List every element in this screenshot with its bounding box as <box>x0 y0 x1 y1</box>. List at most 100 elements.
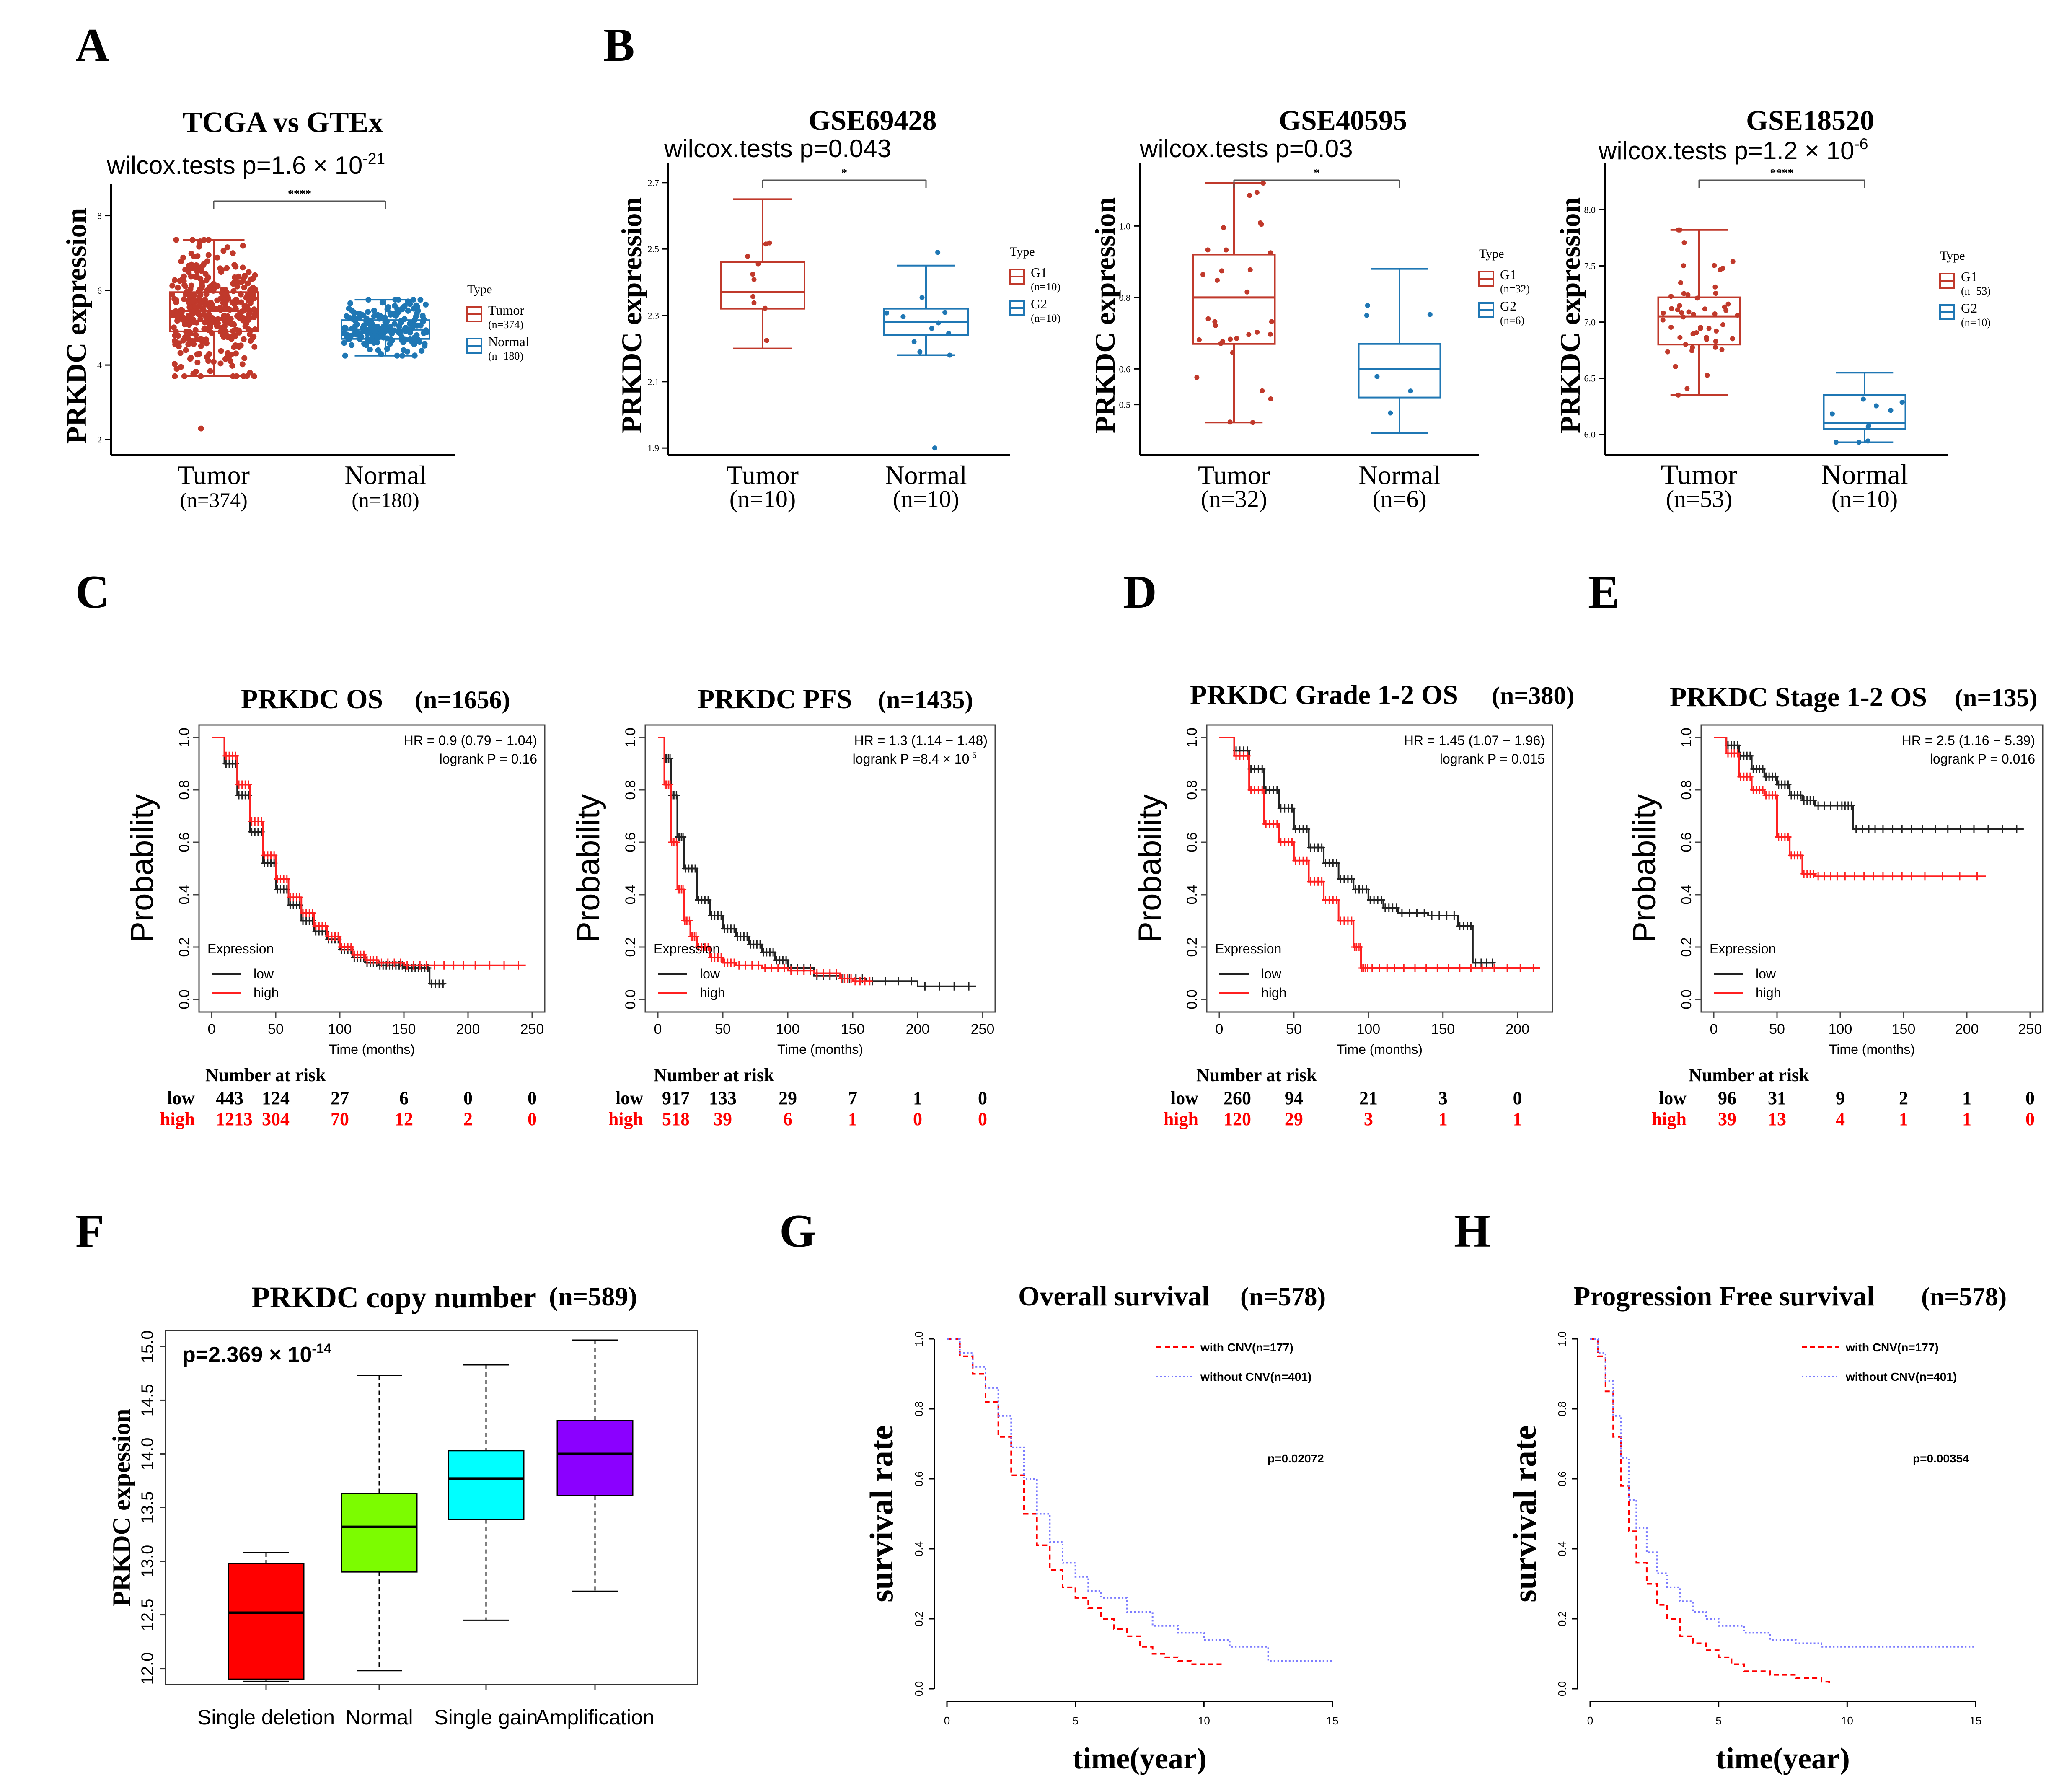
data-point <box>357 336 363 342</box>
data-point <box>245 280 251 287</box>
chart-title: PRKDC copy number <box>251 1281 536 1314</box>
x-category-n: (n=32) <box>1201 485 1267 513</box>
data-point <box>1691 312 1696 317</box>
x-category-label: Tumor <box>727 460 799 490</box>
data-point <box>198 373 204 379</box>
y-tick-label: 0.4 <box>623 885 639 904</box>
p-value-exponent: -14 <box>312 1341 331 1356</box>
data-point <box>241 373 247 379</box>
risk-high-value: 6 <box>783 1109 792 1129</box>
data-point <box>225 350 231 356</box>
y-tick-label: 0.0 <box>623 989 639 1009</box>
x-tick-label: 100 <box>1356 1021 1380 1037</box>
data-point <box>205 274 211 281</box>
data-point <box>392 297 398 303</box>
data-point <box>251 344 258 350</box>
censor-mark <box>748 961 755 970</box>
chart-title: GSE69428 <box>808 104 936 136</box>
x-tick-label: 0 <box>944 1714 950 1727</box>
data-point <box>342 352 348 359</box>
significance-stars: * <box>841 167 847 180</box>
data-point <box>185 341 191 347</box>
x-tick-label: 200 <box>906 1021 930 1037</box>
data-point <box>1865 424 1871 430</box>
x-category-label: Single deletion <box>197 1706 335 1729</box>
censor-mark <box>1318 843 1325 852</box>
y-tick-label: 0.4 <box>1556 1541 1568 1556</box>
x-tick-label: 15 <box>1970 1714 1982 1727</box>
legend-label: Normal <box>488 334 529 349</box>
data-point <box>220 300 226 306</box>
censor-mark <box>1899 872 1906 881</box>
data-point <box>394 306 401 313</box>
y-tick-label: 0.8 <box>913 1401 925 1416</box>
y-tick-label: 8.0 <box>1584 204 1596 215</box>
data-point <box>177 350 184 356</box>
censor-mark <box>1456 964 1463 972</box>
y-tick-label: 0.0 <box>913 1681 925 1696</box>
box-tumor <box>1192 254 1276 345</box>
y-axis-label: PRKDC expression <box>1089 197 1121 434</box>
data-point <box>171 361 178 367</box>
hazard-ratio: HR = 0.9 (0.79 − 1.04) <box>404 733 537 748</box>
data-point <box>1212 319 1218 324</box>
wilcox-test-label: wilcox.tests p=1.2 × 10-6 <box>1598 135 1868 165</box>
legend-label: with CNV(n=177) <box>1200 1341 1293 1354</box>
y-axis-label: PRKDC expression <box>60 208 92 444</box>
risk-low-value: 0 <box>1513 1088 1522 1108</box>
data-point <box>1408 388 1413 394</box>
x-category-n: (n=10) <box>1831 485 1898 513</box>
logrank-p-base: logrank P =8.4 × 10 <box>853 751 970 766</box>
censor-mark <box>1852 825 1860 833</box>
data-point <box>1725 301 1731 307</box>
censor-mark <box>391 958 398 967</box>
censor-mark <box>1378 896 1385 904</box>
censor-mark <box>1815 872 1822 881</box>
data-point <box>347 300 354 306</box>
censor-mark <box>1445 964 1452 972</box>
chart-title: PRKDC Stage 1-2 OS <box>1670 682 1927 712</box>
data-point <box>751 300 757 305</box>
data-point <box>220 248 227 254</box>
risk-high-value: 1 <box>848 1109 857 1129</box>
censor-mark <box>309 909 316 917</box>
data-point <box>751 277 757 282</box>
risk-table-label: Number at risk <box>1196 1065 1317 1085</box>
y-tick-label: 4 <box>97 360 102 370</box>
data-point <box>207 284 213 290</box>
censor-mark <box>1436 911 1443 920</box>
censor-mark <box>1477 958 1485 967</box>
data-point <box>218 348 224 354</box>
censor-mark <box>705 943 712 951</box>
y-tick-label: 0.4 <box>1184 885 1200 904</box>
censor-mark <box>1970 825 1977 833</box>
data-point <box>1677 303 1682 308</box>
censor-mark <box>692 864 699 873</box>
risk-low-value: 7 <box>848 1088 857 1108</box>
y-tick-label: 2.1 <box>648 377 660 387</box>
risk-high-value: 1 <box>1513 1109 1522 1129</box>
data-point <box>349 316 356 322</box>
hazard-ratio: HR = 1.45 (1.07 − 1.96) <box>1404 733 1545 748</box>
data-point <box>236 329 242 336</box>
data-point-outlier <box>198 425 204 432</box>
km-curve-high <box>1219 737 1540 969</box>
data-point <box>1712 311 1718 316</box>
y-tick-label: 0.6 <box>1184 832 1200 852</box>
censor-mark <box>826 969 833 978</box>
data-point <box>1673 364 1678 369</box>
data-point <box>375 335 381 341</box>
legend-label: G1 <box>1031 265 1047 280</box>
censor-mark <box>1746 751 1754 760</box>
censor-mark <box>1451 911 1458 920</box>
data-point <box>209 303 215 309</box>
data-point <box>917 349 923 355</box>
censor-mark <box>1318 877 1325 886</box>
data-point <box>194 253 201 259</box>
y-tick-label: 0.5 <box>1119 400 1131 410</box>
data-point <box>1221 225 1226 230</box>
censor-mark <box>794 966 801 975</box>
data-point <box>385 304 391 311</box>
data-point <box>241 336 247 342</box>
plot-frame <box>198 724 546 1013</box>
